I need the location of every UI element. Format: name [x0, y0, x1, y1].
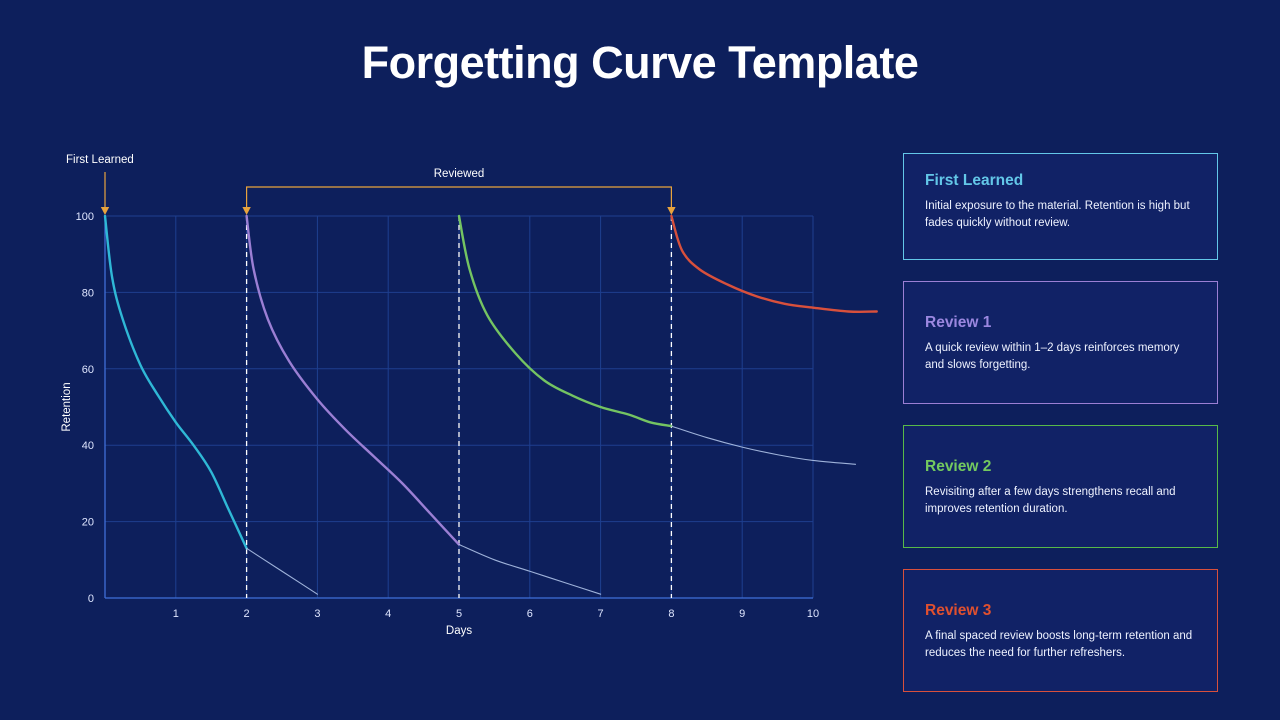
card-title: First Learned — [925, 172, 1024, 189]
y-tick-20: 20 — [82, 517, 94, 529]
card-body: Initial exposure to the material. Retent… — [925, 199, 1190, 229]
curve-review-2-decay-tail — [670, 425, 857, 465]
first-learned-annotation-label: First Learned — [66, 154, 134, 166]
x-tick-1: 1 — [173, 608, 179, 620]
card-body: A quick review within 1–2 days reinforce… — [925, 341, 1180, 371]
curve-first-learned-decay-tail — [246, 547, 318, 595]
x-axis-title: Days — [446, 625, 472, 637]
x-tick-3: 3 — [314, 608, 320, 620]
x-tick-9: 9 — [739, 608, 745, 620]
x-tick-8: 8 — [668, 608, 674, 620]
y-tick-40: 40 — [82, 440, 94, 452]
card-review-1[interactable]: Review 1 A quick review within 1–2 days … — [903, 281, 1218, 404]
explanation-cards: First Learned Initial exposure to the ma… — [903, 153, 1218, 713]
forgetting-curve-chart: 1 2 3 4 5 6 7 8 9 10 0 20 40 60 80 100 Days Retention … — [0, 130, 890, 650]
curve-review-3 — [670, 214, 878, 313]
y-tick-60: 60 — [82, 364, 94, 376]
chart-annotations: First Learned Reviewed — [66, 154, 676, 215]
reviewed-annotation-label: Reviewed — [434, 168, 485, 180]
card-title: Review 2 — [925, 458, 992, 475]
reviewed-bracket — [246, 186, 672, 209]
y-axis-tick-labels: 0 20 40 60 80 100 — [76, 211, 94, 605]
reviewed-bracket-arrowhead-right-icon — [667, 207, 676, 215]
x-tick-10: 10 — [807, 608, 819, 620]
x-tick-4: 4 — [385, 608, 391, 620]
page-title: Forgetting Curve Template — [361, 37, 919, 88]
card-review-2[interactable]: Review 2 Revisiting after a few days str… — [903, 425, 1218, 548]
y-tick-80: 80 — [82, 287, 94, 299]
y-tick-100: 100 — [76, 211, 94, 223]
y-tick-0: 0 — [88, 593, 94, 605]
x-tick-2: 2 — [244, 608, 250, 620]
x-tick-7: 7 — [598, 608, 604, 620]
curve-first-learned — [103, 214, 248, 550]
x-axis-tick-labels: 1 2 3 4 5 6 7 8 9 10 — [173, 608, 819, 620]
card-review-3[interactable]: Review 3 A final spaced review boosts lo… — [903, 569, 1218, 692]
curve-review-2 — [457, 214, 673, 428]
card-first-learned[interactable]: First Learned Initial exposure to the ma… — [903, 153, 1218, 260]
card-title: Review 3 — [925, 602, 992, 619]
x-tick-5: 5 — [456, 608, 462, 620]
retention-curves — [103, 214, 878, 595]
card-body: Revisiting after a few days strengthens … — [925, 485, 1176, 515]
y-axis-title: Retention — [61, 382, 73, 431]
reviewed-bracket-arrowhead-left-icon — [242, 207, 251, 215]
card-title: Review 1 — [925, 314, 992, 331]
curve-review-1 — [245, 214, 461, 546]
review-marker-lines — [245, 216, 673, 598]
card-body: A final spaced review boosts long-term r… — [925, 629, 1193, 659]
first-learned-arrowhead-icon — [100, 207, 110, 215]
curve-review-1-decay-tail — [458, 543, 602, 595]
x-tick-6: 6 — [527, 608, 533, 620]
